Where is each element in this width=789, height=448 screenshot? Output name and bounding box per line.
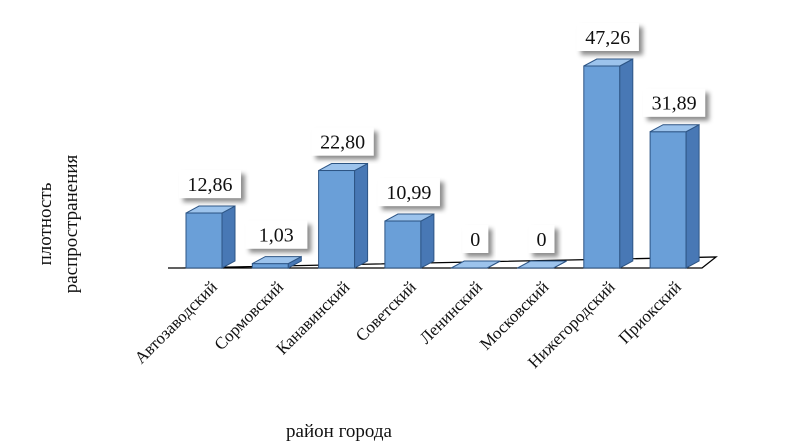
value-label-box xyxy=(576,23,639,51)
value-label-text: 31,89 xyxy=(652,93,697,115)
bar-3 xyxy=(318,162,369,269)
bar-front xyxy=(583,65,621,269)
bar-top xyxy=(185,205,236,214)
value-label-8: 31,89 xyxy=(643,88,706,117)
bar-side xyxy=(685,123,700,269)
bar-top xyxy=(318,163,368,172)
value-label-5: 0 xyxy=(462,225,489,253)
value-label-box xyxy=(643,88,706,117)
bar-6 xyxy=(517,260,567,269)
value-label-4: 10,99 xyxy=(377,178,440,207)
value-label-1: 12,86 xyxy=(179,170,241,199)
value-label-text: 47,26 xyxy=(585,27,630,49)
category-label-4: Советский xyxy=(352,277,420,345)
bar-top xyxy=(649,124,700,133)
bar-7 xyxy=(583,58,634,269)
y-axis-title: плотность распространения xyxy=(35,154,82,293)
value-label-box xyxy=(528,225,555,253)
bar-4 xyxy=(384,213,435,269)
bar-front xyxy=(251,263,289,269)
bar-side xyxy=(619,58,634,269)
bar-top xyxy=(252,256,302,265)
bar-5 xyxy=(450,260,501,269)
value-labels-group: 12,86 1,03 22,80 10,99 0 0 47,26 31,89 xyxy=(179,23,706,253)
value-label-text: 10,99 xyxy=(386,182,431,204)
bar-front xyxy=(318,170,356,269)
bar-front xyxy=(384,220,422,269)
bar-top xyxy=(450,260,501,269)
bar-2 xyxy=(251,255,302,269)
bar-side xyxy=(420,213,435,269)
x-axis-title: район города xyxy=(286,421,392,442)
chart-floor xyxy=(168,256,718,269)
value-label-box xyxy=(311,127,374,156)
value-label-box xyxy=(179,170,241,199)
value-label-box xyxy=(462,225,489,253)
value-label-text: 1,03 xyxy=(259,225,294,247)
bar-front xyxy=(649,131,687,269)
bar-8 xyxy=(649,123,700,269)
bar-top xyxy=(583,58,634,67)
category-label-8: Приокский xyxy=(615,277,685,347)
bar-top xyxy=(517,260,567,269)
category-label-5: Ленинский xyxy=(416,277,486,347)
y-axis-title-line-2: распространения xyxy=(61,154,82,293)
value-label-7: 47,26 xyxy=(576,23,639,51)
value-label-text: 22,80 xyxy=(320,132,365,154)
bar-1 xyxy=(185,205,236,269)
bar-side xyxy=(354,162,369,269)
bar-front xyxy=(185,212,223,269)
value-label-text: 0 xyxy=(470,229,480,251)
category-ticks-group: АвтозаводскийСормовскийКанавинскийСоветс… xyxy=(131,277,685,372)
value-label-text: 0 xyxy=(537,229,547,251)
value-label-box xyxy=(377,178,440,207)
category-label-1: Автозаводский xyxy=(131,277,221,367)
bar-top xyxy=(384,213,435,222)
value-label-text: 12,86 xyxy=(188,174,233,196)
bars-group xyxy=(185,58,700,269)
bar-side xyxy=(221,205,236,269)
y-axis-title-line-1: плотность xyxy=(35,182,56,265)
value-label-box xyxy=(245,220,308,249)
value-label-6: 0 xyxy=(528,225,555,253)
value-label-2: 1,03 xyxy=(245,220,308,249)
value-label-3: 22,80 xyxy=(311,127,374,156)
